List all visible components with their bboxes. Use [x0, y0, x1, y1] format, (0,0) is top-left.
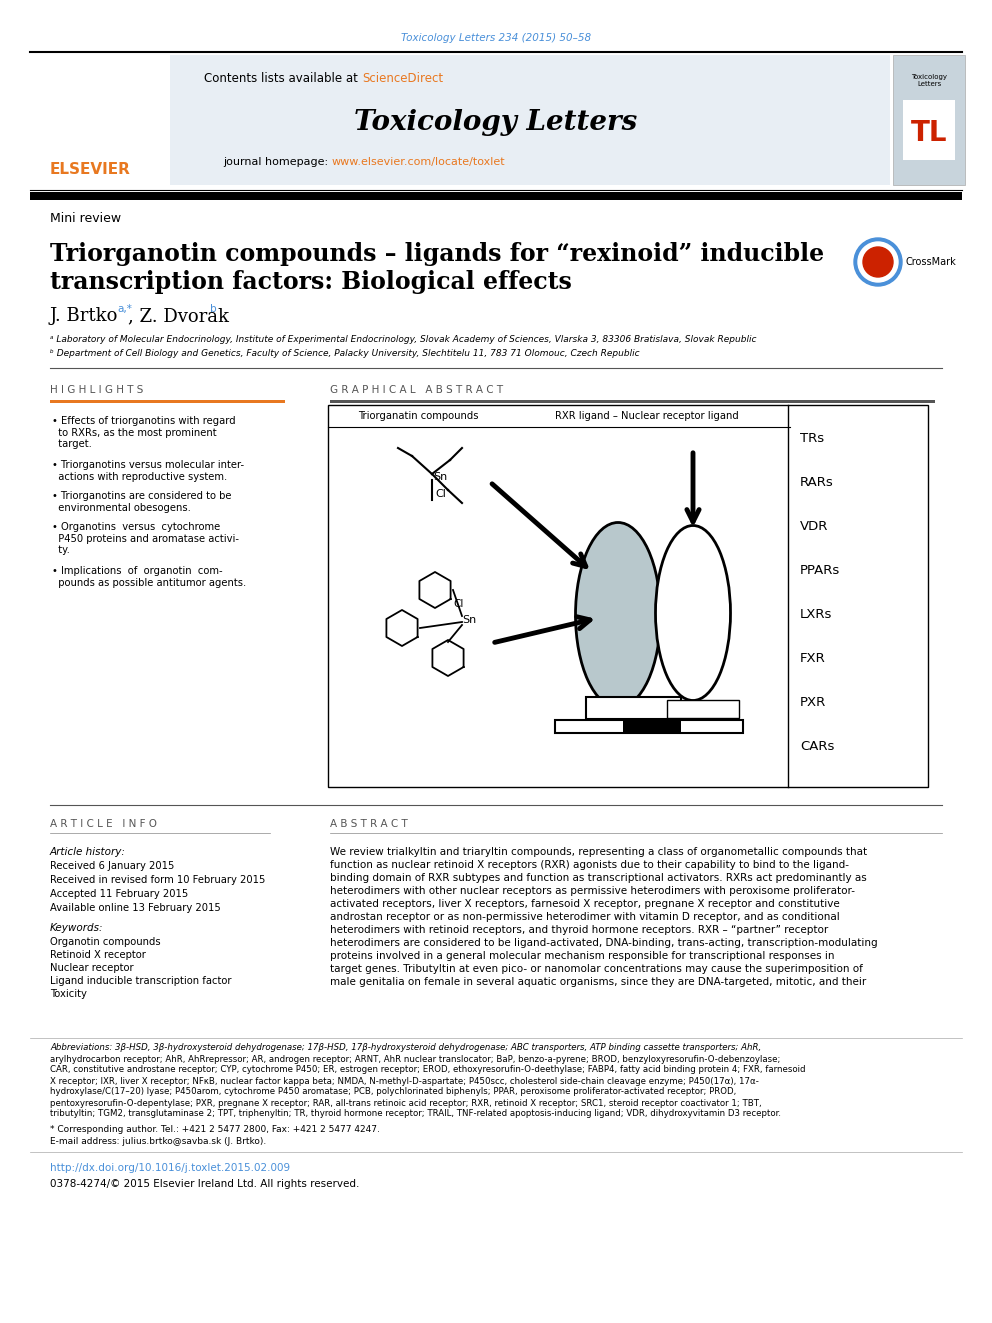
Bar [586, 697, 681, 718]
Ellipse shape [575, 523, 661, 708]
Text: target genes. Tributyltin at even pico- or nanomolar concentrations may cause th: target genes. Tributyltin at even pico- … [330, 964, 863, 974]
Text: activated receptors, liver X receptors, farnesoid X receptor, pregnane X recepto: activated receptors, liver X receptors, … [330, 900, 840, 909]
Text: TL: TL [911, 119, 947, 147]
Text: hydroxylase/C(17–20) lyase; P450arom, cytochrome P450 aromatase; PCB, polychlori: hydroxylase/C(17–20) lyase; P450arom, cy… [50, 1088, 736, 1097]
Bar [903, 101, 955, 160]
Text: b: b [210, 304, 216, 314]
Text: CARs: CARs [800, 740, 834, 753]
Text: Toxicology Letters 234 (2015) 50–58: Toxicology Letters 234 (2015) 50–58 [401, 33, 591, 44]
Text: tributyltin; TGM2, transglutaminase 2; TPT, triphenyltin; TR, thyroid hormone re: tributyltin; TGM2, transglutaminase 2; T… [50, 1110, 781, 1118]
Text: FXR: FXR [800, 651, 825, 664]
Bar [555, 720, 743, 733]
Text: Sn: Sn [462, 615, 476, 624]
Bar [623, 720, 681, 733]
Circle shape [854, 238, 902, 286]
Text: Accepted 11 February 2015: Accepted 11 February 2015 [50, 889, 188, 900]
Text: * Corresponding author. Tel.: +421 2 5477 2800, Fax: +421 2 5477 4247.: * Corresponding author. Tel.: +421 2 547… [50, 1125, 380, 1134]
Text: Received 6 January 2015: Received 6 January 2015 [50, 861, 175, 871]
Text: A R T I C L E   I N F O: A R T I C L E I N F O [50, 819, 157, 830]
Text: proteins involved in a general molecular mechanism responsible for transcription: proteins involved in a general molecular… [330, 951, 834, 960]
Text: RXR ligand – Nuclear receptor ligand: RXR ligand – Nuclear receptor ligand [555, 411, 739, 421]
Text: transcription factors: Biological effects: transcription factors: Biological effect… [50, 270, 571, 294]
Text: E-mail address: julius.brtko@savba.sk (J. Brtko).: E-mail address: julius.brtko@savba.sk (J… [50, 1138, 266, 1147]
Text: PPARs: PPARs [800, 564, 840, 577]
Text: Cl: Cl [453, 599, 463, 609]
Text: A B S T R A C T: A B S T R A C T [330, 819, 408, 830]
Text: Mini review: Mini review [50, 212, 121, 225]
Text: heterodimers are considered to be ligand-activated, DNA-binding, trans-acting, t: heterodimers are considered to be ligand… [330, 938, 878, 949]
Text: androstan receptor or as non-permissive heterodimer with vitamin D receptor, and: androstan receptor or as non-permissive … [330, 912, 840, 922]
Text: , Z. Dvorak: , Z. Dvorak [128, 307, 229, 325]
Text: heterodimers with other nuclear receptors as permissive heterodimers with peroxi: heterodimers with other nuclear receptor… [330, 886, 855, 896]
Text: X receptor; lXR, liver X receptor; NFκB, nuclear factor kappa beta; NMDA, N-meth: X receptor; lXR, liver X receptor; NFκB,… [50, 1077, 759, 1085]
Text: CAR, constitutive androstane receptor; CYP, cytochrome P450; ER, estrogen recept: CAR, constitutive androstane receptor; C… [50, 1065, 806, 1074]
Text: We review trialkyltin and triaryltin compounds, representing a class of organome: We review trialkyltin and triaryltin com… [330, 847, 867, 857]
Text: TRs: TRs [800, 431, 824, 445]
Text: pentoxyresorufin-O-depentylase; PXR, pregnane X receptor; RAR, all-trans retinoi: pentoxyresorufin-O-depentylase; PXR, pre… [50, 1098, 762, 1107]
Bar [70, 56, 890, 185]
Text: http://dx.doi.org/10.1016/j.toxlet.2015.02.009: http://dx.doi.org/10.1016/j.toxlet.2015.… [50, 1163, 290, 1174]
Text: journal homepage:: journal homepage: [223, 157, 332, 167]
Text: Contents lists available at: Contents lists available at [204, 71, 362, 85]
Bar [328, 405, 928, 787]
Text: Toxicology Letters: Toxicology Letters [354, 108, 638, 135]
Bar [50, 400, 285, 402]
Text: • Implications  of  organotin  com-
  pounds as possible antitumor agents.: • Implications of organotin com- pounds … [52, 566, 246, 587]
Text: heterodimers with retinoid receptors, and thyroid hormone receptors. RXR – “part: heterodimers with retinoid receptors, an… [330, 925, 828, 935]
Bar [893, 56, 965, 185]
Text: www.elsevier.com/locate/toxlet: www.elsevier.com/locate/toxlet [332, 157, 506, 167]
Text: RARs: RARs [800, 475, 833, 488]
Text: Retinoid X receptor: Retinoid X receptor [50, 950, 146, 960]
Text: a,*: a,* [117, 304, 132, 314]
Text: Toxicity: Toxicity [50, 990, 87, 999]
Text: PXR: PXR [800, 696, 826, 709]
Bar [30, 192, 962, 200]
Text: • Triorganotins versus molecular inter-
  actions with reproductive system.: • Triorganotins versus molecular inter- … [52, 460, 244, 482]
Text: H I G H L I G H T S: H I G H L I G H T S [50, 385, 144, 396]
Text: Toxicology
Letters: Toxicology Letters [911, 74, 947, 86]
Text: Received in revised form 10 February 2015: Received in revised form 10 February 201… [50, 875, 266, 885]
Text: Sn: Sn [433, 472, 447, 482]
Text: Article history:: Article history: [50, 847, 126, 857]
Text: ELSEVIER: ELSEVIER [50, 163, 131, 177]
Text: 0378-4274/© 2015 Elsevier Ireland Ltd. All rights reserved.: 0378-4274/© 2015 Elsevier Ireland Ltd. A… [50, 1179, 359, 1189]
Text: VDR: VDR [800, 520, 828, 532]
Text: • Triorganotins are considered to be
  environmental obesogens.: • Triorganotins are considered to be env… [52, 491, 231, 512]
Text: ᵃ Laboratory of Molecular Endocrinology, Institute of Experimental Endocrinology: ᵃ Laboratory of Molecular Endocrinology,… [50, 336, 757, 344]
Text: LXRs: LXRs [800, 607, 832, 620]
Text: CrossMark: CrossMark [906, 257, 956, 267]
Text: • Effects of triorganotins with regard
  to RXRs, as the most prominent
  target: • Effects of triorganotins with regard t… [52, 415, 236, 450]
Circle shape [863, 247, 893, 277]
Text: Ligand inducible transcription factor: Ligand inducible transcription factor [50, 976, 231, 986]
Text: arylhydrocarbon receptor; AhR, AhRrepressor; AR, androgen receptor; ARNT, AhR nu: arylhydrocarbon receptor; AhR, AhRrepres… [50, 1054, 781, 1064]
Text: Triorganatin compounds: Triorganatin compounds [358, 411, 478, 421]
Text: Available online 13 February 2015: Available online 13 February 2015 [50, 904, 221, 913]
Text: J. Brtko: J. Brtko [50, 307, 118, 325]
Bar [30, 56, 170, 185]
Text: • Organotins  versus  cytochrome
  P450 proteins and aromatase activi-
  ty.: • Organotins versus cytochrome P450 prot… [52, 523, 239, 556]
Text: G R A P H I C A L   A B S T R A C T: G R A P H I C A L A B S T R A C T [330, 385, 503, 396]
Text: binding domain of RXR subtypes and function as transcriptional activators. RXRs : binding domain of RXR subtypes and funct… [330, 873, 867, 882]
Circle shape [858, 242, 898, 282]
Text: Triorganotin compounds – ligands for “rexinoid” inducible: Triorganotin compounds – ligands for “re… [50, 242, 824, 266]
Ellipse shape [656, 525, 730, 700]
Text: ScienceDirect: ScienceDirect [362, 71, 443, 85]
Text: Keywords:: Keywords: [50, 923, 103, 933]
Text: Organotin compounds: Organotin compounds [50, 937, 161, 947]
Text: male genitalia on female in several aquatic organisms, since they are DNA-target: male genitalia on female in several aqua… [330, 976, 866, 987]
Text: Nuclear receptor: Nuclear receptor [50, 963, 134, 972]
Bar [330, 400, 935, 402]
Text: function as nuclear retinoid X receptors (RXR) agonists due to their capability : function as nuclear retinoid X receptors… [330, 860, 849, 871]
Text: Abbreviations: 3β-HSD, 3β-hydroxysteroid dehydrogenase; 17β-HSD, 17β-hydroxyster: Abbreviations: 3β-HSD, 3β-hydroxysteroid… [50, 1044, 761, 1053]
Text: ᵇ Department of Cell Biology and Genetics, Faculty of Science, Palacky Universit: ᵇ Department of Cell Biology and Genetic… [50, 349, 640, 359]
Text: Cl: Cl [435, 490, 445, 499]
Bar [667, 700, 739, 718]
